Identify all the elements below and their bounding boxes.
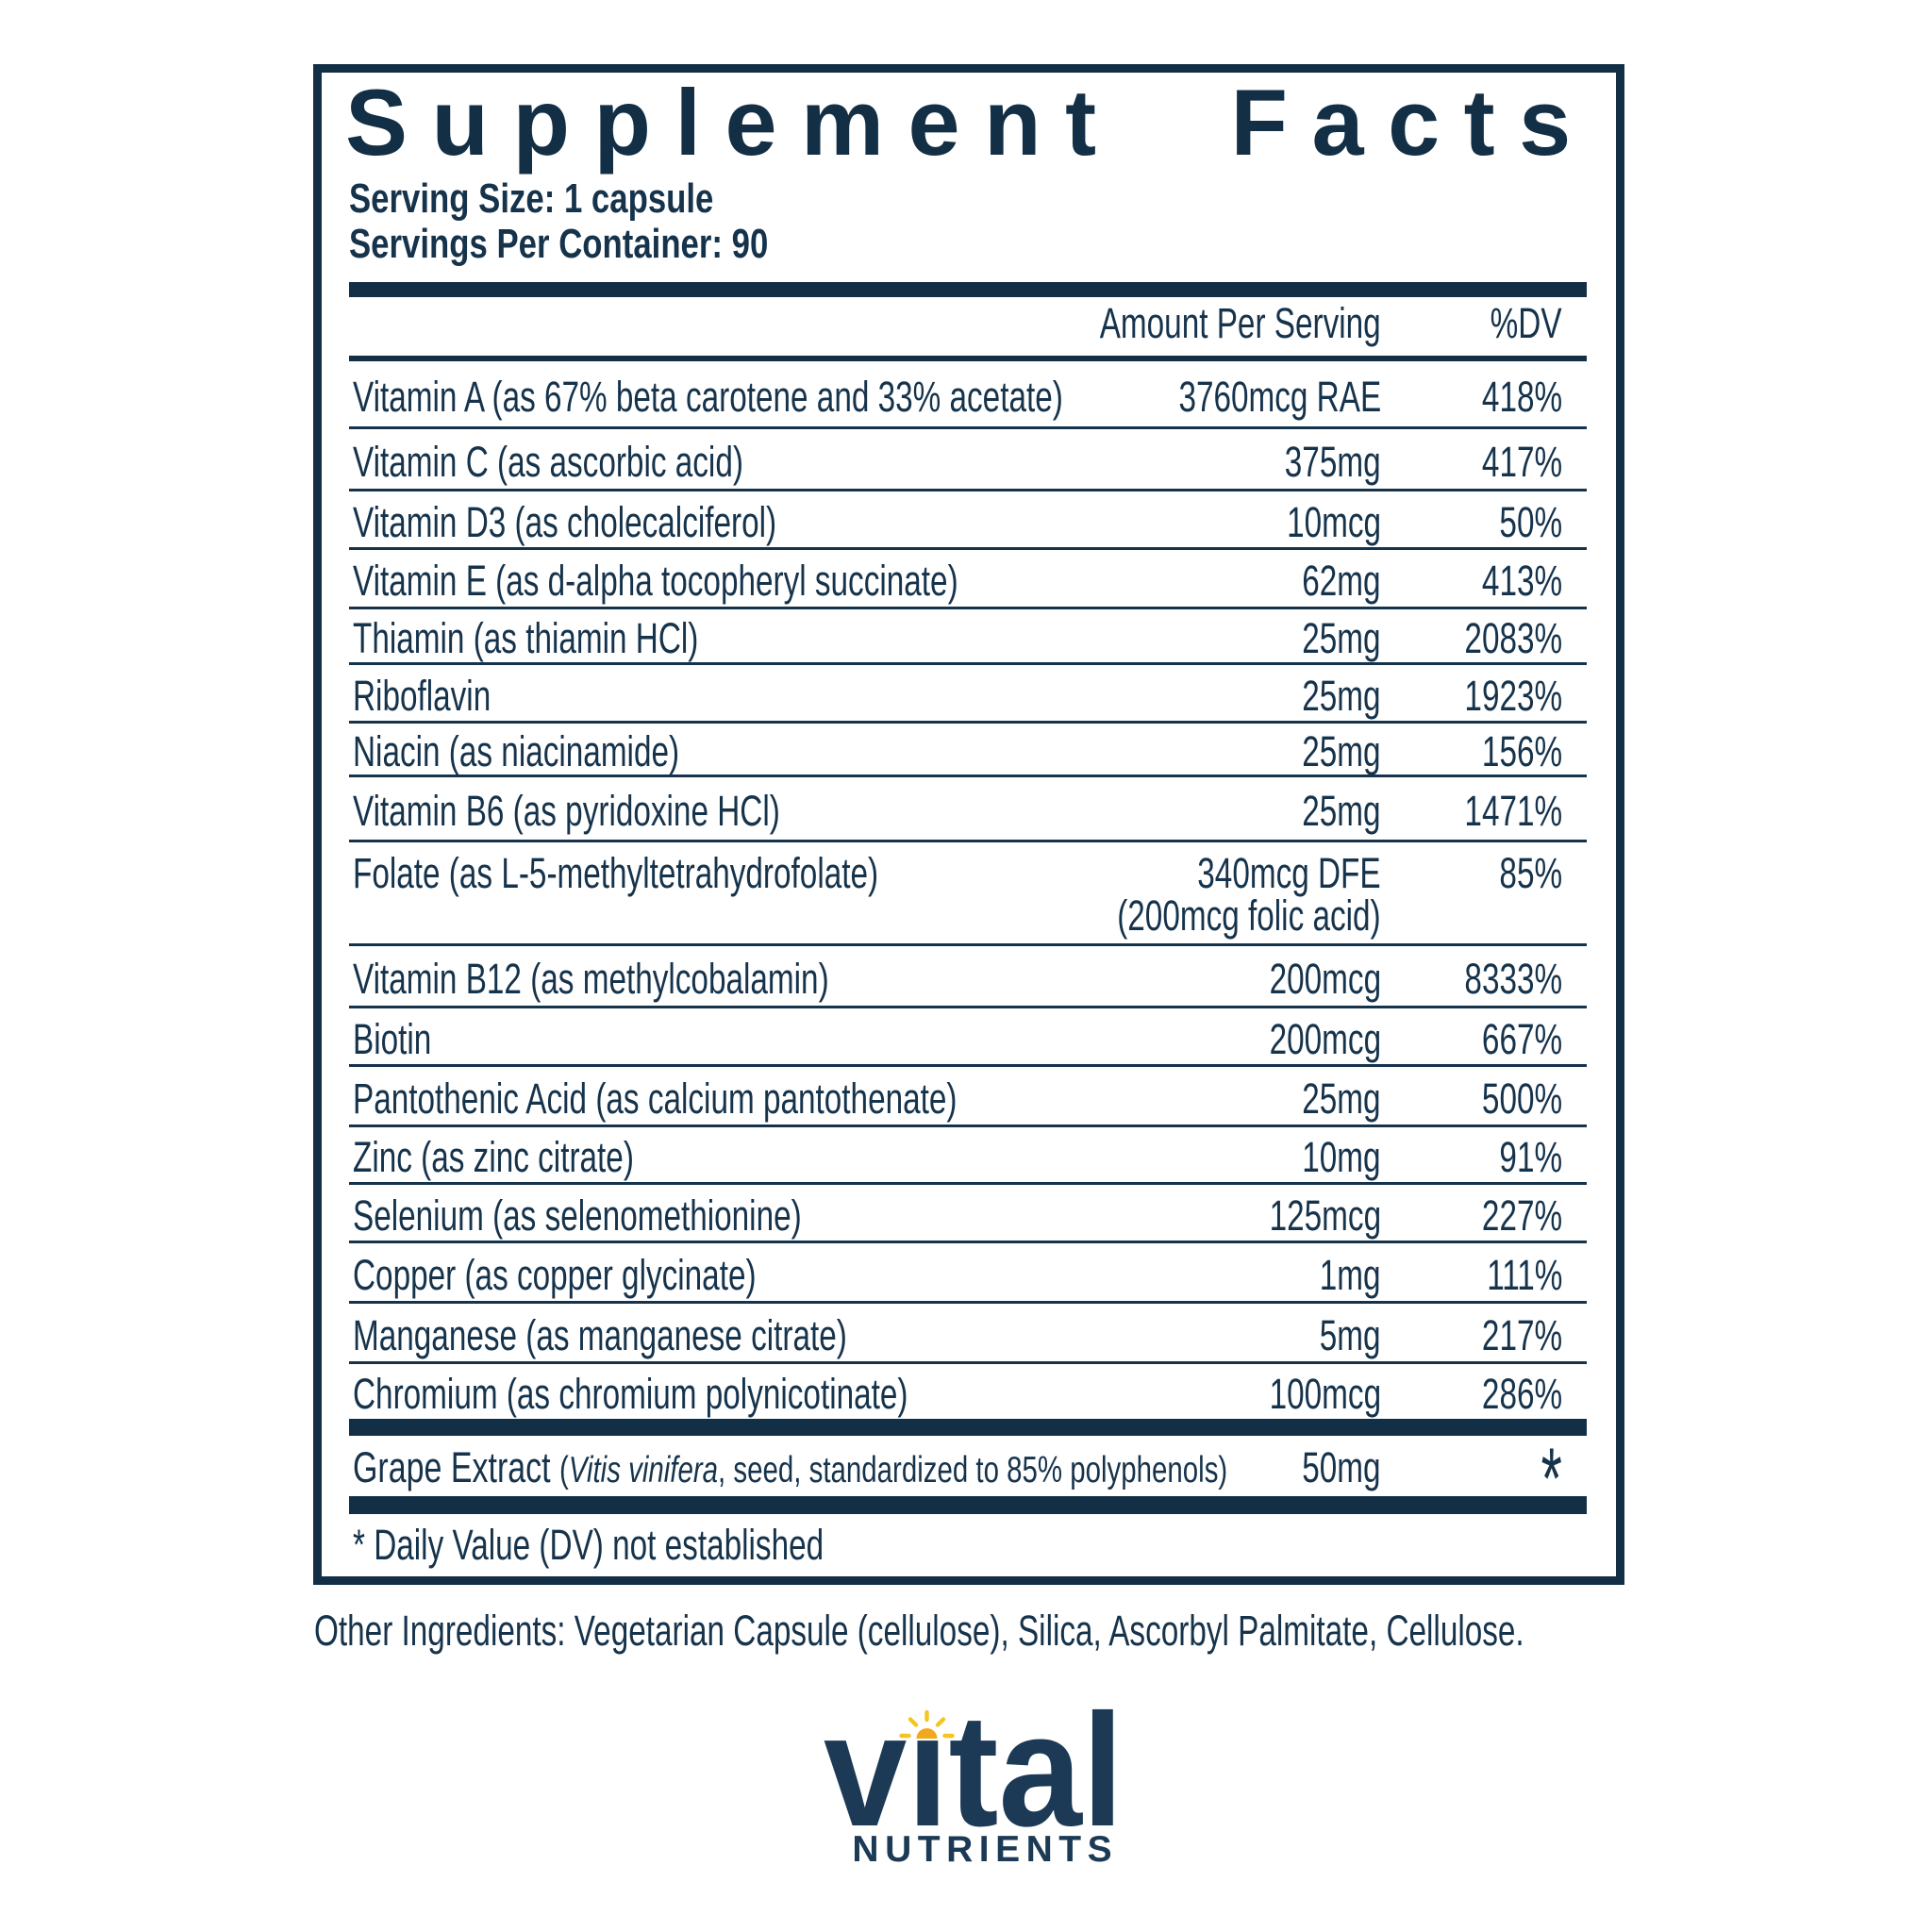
other-ingredients: Other Ingredients: Vegetarian Capsule (c… (314, 1605, 1932, 1657)
table-row: Niacin (as niacinamide) 25mg 156% (349, 724, 1587, 777)
supplement-facts-panel (313, 64, 1624, 1585)
table-row: Vitamin B6 (as pyridoxine HCl) 25mg 1471… (349, 777, 1587, 842)
nutrient-amount: 25mg (1302, 614, 1381, 662)
nutrient-amount: 25mg (1302, 671, 1381, 720)
nutrient-amount: 375mg (1285, 437, 1381, 486)
nutrient-dv: 413% (1481, 557, 1562, 605)
nutrient-label: Manganese (as manganese citrate) (353, 1310, 847, 1359)
nutrient-label: Vitamin D3 (as cholecalciferol) (353, 497, 777, 546)
nutrient-amount: 25mg (1302, 787, 1381, 835)
nutrient-amount: 200mcg (1269, 1014, 1381, 1063)
nutrient-dv: 156% (1481, 727, 1562, 775)
nutrient-dv: 1923% (1464, 671, 1562, 720)
nutrient-dv: 417% (1481, 437, 1562, 486)
nutrient-label: Copper (as copper glycinate) (353, 1250, 757, 1299)
nutrient-label: Vitamin E (as d-alpha tocopheryl succina… (353, 557, 958, 605)
nutrient-label: Niacin (as niacinamide) (353, 727, 680, 775)
table-row: Vitamin E (as d-alpha tocopheryl succina… (349, 550, 1587, 609)
nutrient-amount: 10mcg (1287, 497, 1381, 546)
nutrient-amount-line2: (200mcg folic acid) (1117, 891, 1381, 940)
column-header-row: Amount Per Serving %DV (349, 297, 1587, 361)
column-header-amount: Amount Per Serving (1099, 299, 1381, 347)
table-row: Vitamin B12 (as methylcobalamin) 200mcg … (349, 946, 1587, 1008)
table-row: Pantothenic Acid (as calcium pantothenat… (349, 1067, 1587, 1127)
nutrient-label: Riboflavin (353, 671, 491, 720)
table-row: Chromium (as chromium polynicotinate) 10… (349, 1364, 1587, 1419)
nutrient-label: Pantothenic Acid (as calcium pantothenat… (353, 1074, 958, 1123)
divider-bar-below-grape (349, 1496, 1587, 1514)
table-row: Manganese (as manganese citrate) 5mg 217… (349, 1304, 1587, 1364)
table-row: Vitamin C (as ascorbic acid) 375mg 417% (349, 429, 1587, 491)
table-row: Riboflavin 25mg 1923% (349, 665, 1587, 724)
nutrient-dv: 667% (1481, 1014, 1562, 1063)
nutrient-amount: 10mg (1302, 1133, 1381, 1181)
nutrient-dv: 8333% (1464, 954, 1562, 1003)
table-row: Zinc (as zinc citrate) 10mg 91% (349, 1127, 1587, 1185)
nutrient-dv: 2083% (1464, 614, 1562, 662)
nutrient-dv: 227% (1481, 1191, 1562, 1240)
logo-subtext: NUTRIENTS (852, 1829, 1119, 1870)
nutrient-label: Folate (as L-5-methyltetrahydrofolate) (353, 849, 879, 897)
grape-extract-amount: 50mg (1302, 1443, 1381, 1491)
table-row-grape-extract: Grape Extract (Vitis vinifera, seed, sta… (349, 1436, 1587, 1523)
nutrient-amount: 200mcg (1269, 954, 1381, 1003)
nutrient-label: Zinc (as zinc citrate) (353, 1133, 634, 1181)
nutrient-label: Selenium (as selenomethionine) (353, 1191, 802, 1240)
table-row: Biotin 200mcg 667% (349, 1008, 1587, 1067)
serving-info: Serving Size: 1 capsule Servings Per Con… (349, 176, 879, 267)
nutrient-label: Vitamin A (as 67% beta carotene and 33% … (353, 372, 1063, 421)
grape-extract-dv-asterisk: * (1541, 1431, 1562, 1527)
nutrient-label: Vitamin C (as ascorbic acid) (353, 437, 743, 486)
grape-extract-label: Grape Extract (Vitis vinifera, seed, sta… (353, 1443, 1228, 1491)
table-row: Vitamin A (as 67% beta carotene and 33% … (349, 361, 1587, 429)
nutrient-dv: 85% (1499, 849, 1562, 897)
footnote-row: * Daily Value (DV) not established (349, 1514, 1587, 1576)
serving-size-text: Serving Size: 1 capsule (349, 175, 714, 222)
other-ingredients-text: Other Ingredients: Vegetarian Capsule (c… (314, 1607, 1524, 1655)
column-header-dv: %DV (1491, 299, 1562, 347)
sun-icon (899, 1694, 955, 1739)
nutrient-dv: 91% (1499, 1133, 1562, 1181)
nutrient-dv: 1471% (1464, 787, 1562, 835)
nutrient-amount: 1mg (1320, 1250, 1381, 1299)
nutrient-dv: 500% (1481, 1074, 1562, 1123)
divider-bar-above-grape (349, 1419, 1587, 1436)
nutrient-dv: 418% (1481, 372, 1562, 421)
daily-value-footnote: * Daily Value (DV) not established (353, 1521, 824, 1569)
top-divider-bar (349, 282, 1587, 297)
nutrient-amount: 340mcg DFE (1197, 849, 1381, 897)
nutrient-dv: 217% (1481, 1310, 1562, 1359)
nutrient-label: Vitamin B6 (as pyridoxine HCl) (353, 787, 780, 835)
nutrient-label: Chromium (as chromium polynicotinate) (353, 1370, 908, 1418)
nutrient-amount: 25mg (1302, 727, 1381, 775)
servings-per-container-text: Servings Per Container: 90 (349, 221, 769, 267)
nutrient-amount: 100mcg (1269, 1370, 1381, 1418)
nutrient-amount: 5mg (1320, 1310, 1381, 1359)
nutrient-amount: 25mg (1302, 1074, 1381, 1123)
nutrient-amount: 125mcg (1269, 1191, 1381, 1240)
table-row: Selenium (as selenomethionine) 125mcg 22… (349, 1185, 1587, 1243)
nutrient-dv: 50% (1499, 497, 1562, 546)
table-row: Vitamin D3 (as cholecalciferol) 10mcg 50… (349, 491, 1587, 550)
nutrient-table: Vitamin A (as 67% beta carotene and 33% … (349, 361, 1587, 1576)
nutrient-label: Biotin (353, 1014, 432, 1063)
table-row: Copper (as copper glycinate) 1mg 111% (349, 1243, 1587, 1304)
nutrient-dv: 286% (1481, 1370, 1562, 1418)
nutrient-dv: 111% (1486, 1250, 1562, 1299)
logo-wordmark: vital (823, 1681, 1124, 1860)
panel-title: Supplement Facts (345, 70, 1595, 175)
nutrient-amount: 62mg (1302, 557, 1381, 605)
nutrient-amount: 3760mcg RAE (1178, 372, 1381, 421)
table-row: Thiamin (as thiamin HCl) 25mg 2083% (349, 609, 1587, 665)
nutrient-label: Thiamin (as thiamin HCl) (353, 614, 699, 662)
table-row: Folate (as L-5-methyltetrahydrofolate) 3… (349, 842, 1587, 946)
nutrient-label: Vitamin B12 (as methylcobalamin) (353, 954, 829, 1003)
